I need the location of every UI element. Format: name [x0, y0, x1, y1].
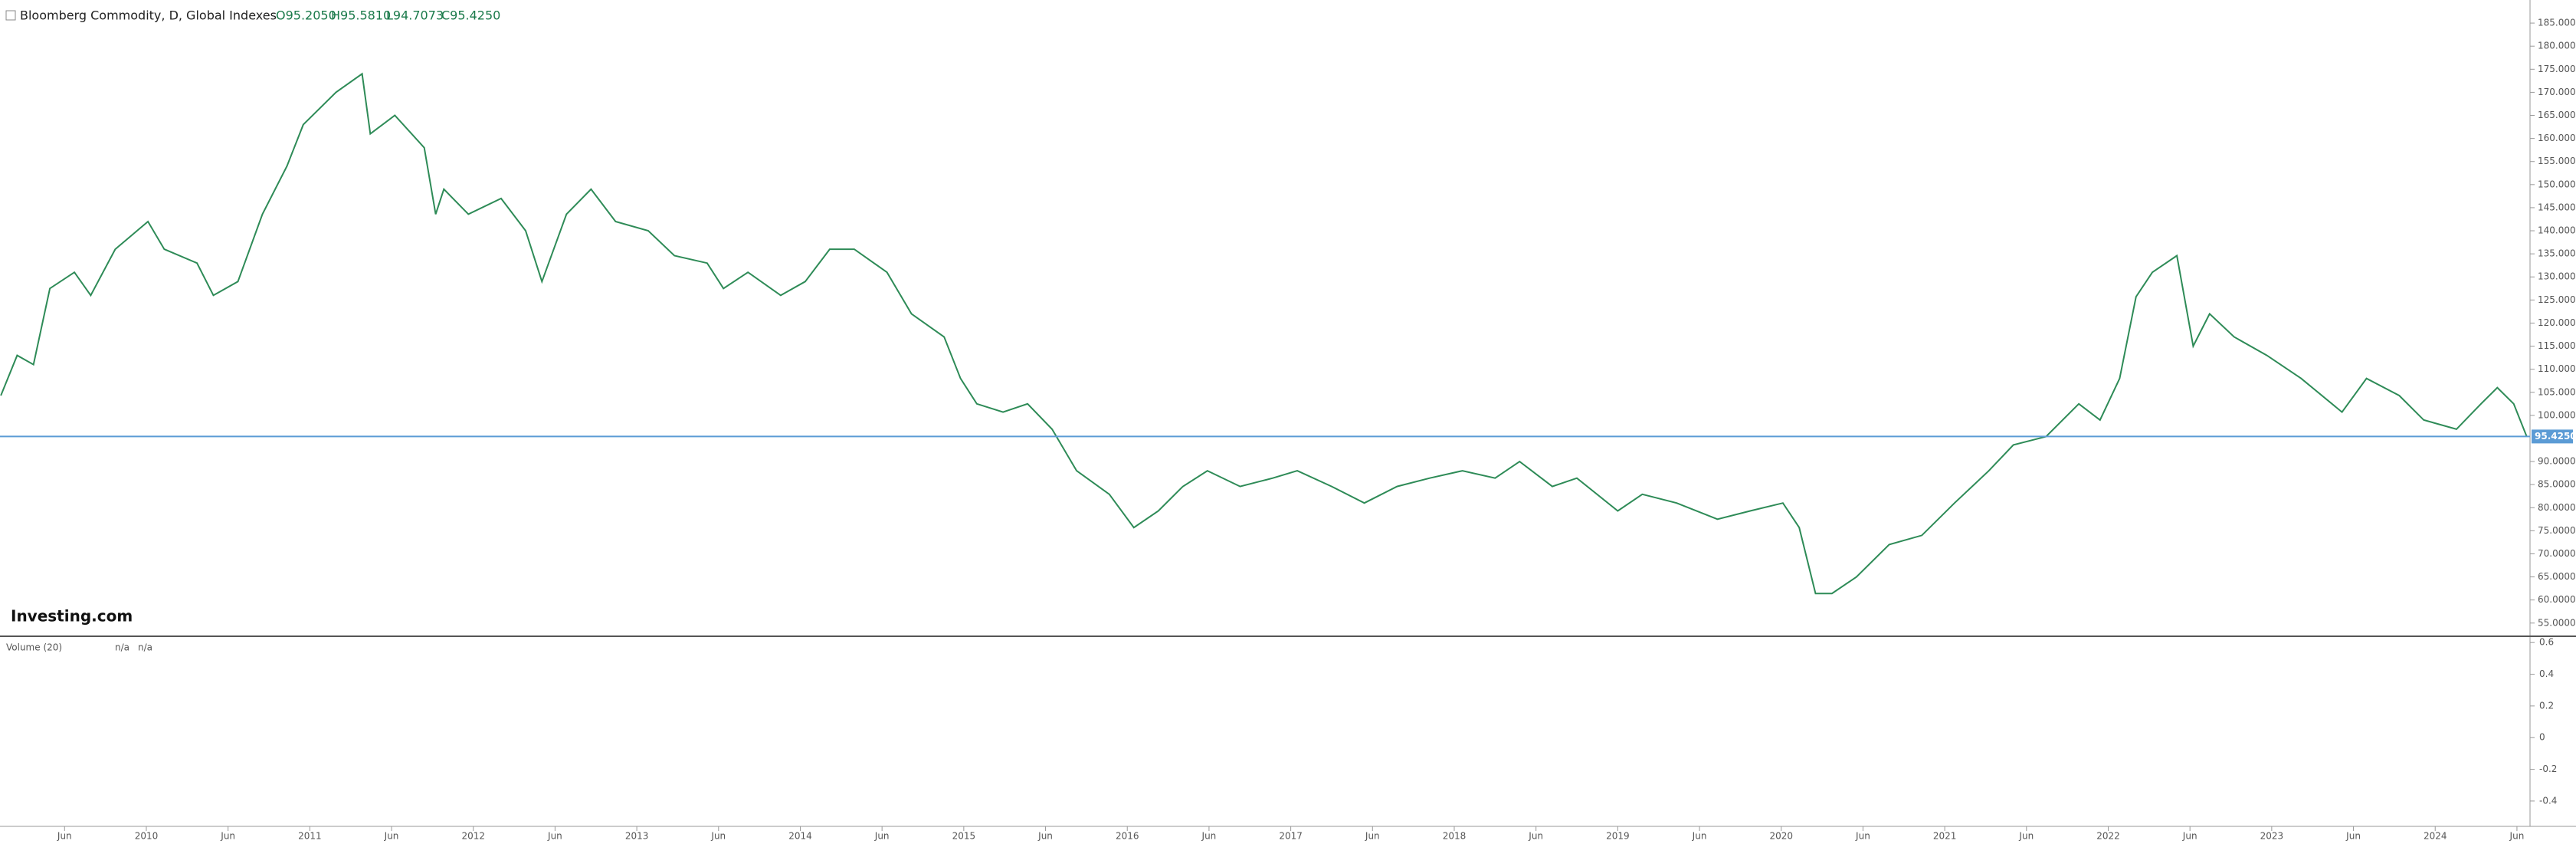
x-tick-label: 2020: [1769, 831, 1793, 842]
y-tick-label: 80.0000: [2538, 502, 2576, 513]
y-tick-label: 135.0000: [2538, 248, 2576, 259]
y-tick-label: 75.0000: [2538, 525, 2576, 536]
x-tick-label: Jun: [57, 831, 72, 842]
x-tick-label: Jun: [2018, 831, 2034, 842]
y-tick-label: 185.0000: [2538, 18, 2576, 28]
x-tick-label: 2012: [461, 831, 485, 842]
x-tick-label: Jun: [384, 831, 399, 842]
x-tick-label: 2016: [1116, 831, 1139, 842]
x-tick-label: Jun: [1037, 831, 1053, 842]
x-tick-label: Jun: [220, 831, 235, 842]
x-tick-label: 2023: [2260, 831, 2284, 842]
last-price-box: [2532, 429, 2573, 444]
x-tick-label: Jun: [547, 831, 562, 842]
x-tick-label: Jun: [874, 831, 890, 842]
x-tick-label: Jun: [1855, 831, 1870, 842]
x-tick-label: Jun: [2182, 831, 2197, 842]
y-tick-label: -0.2: [2539, 764, 2557, 774]
ohlc-value: H95.5810: [331, 8, 391, 23]
y-tick-label: 85.0000: [2538, 479, 2576, 490]
y-tick-label: 145.0000: [2538, 202, 2576, 212]
x-tick-label: 2014: [788, 831, 812, 842]
x-tick-label: 2021: [1933, 831, 1957, 842]
y-tick-label: 180.0000: [2538, 41, 2576, 51]
y-tick-label: 0.2: [2539, 700, 2554, 711]
y-tick-label: 110.0000: [2538, 363, 2576, 374]
y-tick-label: 90.0000: [2538, 456, 2576, 467]
x-tick-label: 2011: [298, 831, 322, 842]
y-tick-label: 65.0000: [2538, 571, 2576, 582]
x-tick-label: Jun: [1201, 831, 1217, 842]
x-tick-label: 2022: [2096, 831, 2120, 842]
y-tick-label: 0.6: [2539, 637, 2554, 648]
watermark: Investing.com: [11, 607, 133, 626]
y-tick-label: 100.0000: [2538, 409, 2576, 420]
x-tick-label: Jun: [1365, 831, 1380, 842]
x-tick-label: 2010: [135, 831, 159, 842]
x-tick-label: Jun: [2509, 831, 2525, 842]
y-tick-label: 150.0000: [2538, 179, 2576, 189]
ohlc-value: L94.7073: [386, 8, 444, 23]
y-tick-label: 0: [2539, 732, 2545, 743]
x-tick-label: 2017: [1279, 831, 1303, 842]
y-tick-label: 0.4: [2539, 668, 2554, 679]
y-tick-label: 125.0000: [2538, 294, 2576, 305]
ohlc-value: C95.4250: [441, 8, 500, 23]
legend-value: n/a: [138, 642, 152, 653]
collapse-icon[interactable]: [5, 10, 16, 21]
volume-title: Volume (20): [6, 642, 62, 653]
last-price-label: 95.4250: [2535, 431, 2576, 442]
y-tick-label: 130.0000: [2538, 271, 2576, 282]
chart-title: Bloomberg Commodity, D, Global Indexes: [20, 8, 277, 23]
y-tick-label: 105.0000: [2538, 386, 2576, 397]
ohlc-value: O95.2050: [276, 8, 336, 23]
y-tick-label: 140.0000: [2538, 225, 2576, 236]
y-tick-label: 155.0000: [2538, 156, 2576, 166]
y-tick-label: 55.0000: [2538, 617, 2576, 628]
x-tick-label: Jun: [710, 831, 726, 842]
y-tick-label: 175.0000: [2538, 64, 2576, 74]
x-tick-label: 2019: [1606, 831, 1630, 842]
y-tick-label: 170.0000: [2538, 87, 2576, 97]
x-tick-label: 2013: [625, 831, 649, 842]
y-tick-label: 165.0000: [2538, 110, 2576, 120]
y-tick-label: 115.0000: [2538, 340, 2576, 351]
legend-value: n/a: [115, 642, 129, 653]
y-tick-label: 70.0000: [2538, 548, 2576, 559]
x-tick-label: 2024: [2424, 831, 2447, 842]
x-tick-label: Jun: [1692, 831, 1707, 842]
price-line: [0, 72, 2528, 595]
y-tick-label: 120.0000: [2538, 317, 2576, 328]
y-tick-label: 160.0000: [2538, 133, 2576, 143]
x-tick-label: Jun: [2345, 831, 2361, 842]
x-tick-label: Jun: [1528, 831, 1543, 842]
x-tick-label: 2015: [952, 831, 976, 842]
x-tick-label: 2018: [1443, 831, 1467, 842]
y-tick-label: 60.0000: [2538, 594, 2576, 605]
y-tick-label: -0.4: [2539, 795, 2557, 806]
